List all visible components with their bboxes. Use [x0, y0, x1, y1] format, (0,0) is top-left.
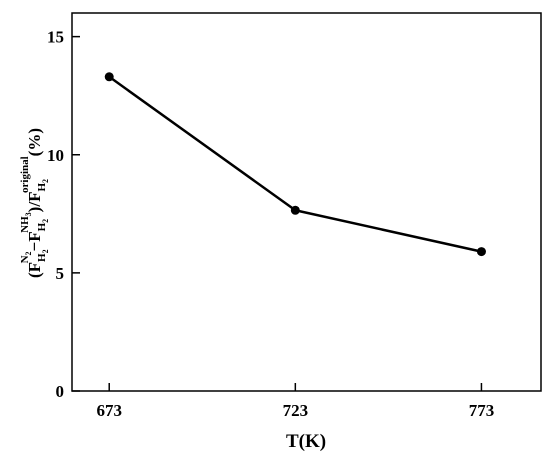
y-tick-label: 10 [47, 146, 64, 165]
y-tick-label: 15 [47, 28, 64, 47]
x-axis: 673 723 773 [96, 383, 494, 420]
data-point [290, 205, 300, 215]
svg-text:(FH2N2−FH2NH3)/FH2original(%): (FH2N2−FH2NH3)/FH2original(%) [19, 128, 50, 278]
x-tick-label: 723 [283, 401, 309, 420]
plot-area-frame [71, 12, 542, 392]
y-tick-label: 5 [56, 264, 65, 283]
data-point [476, 247, 486, 257]
x-axis-label: T(K) [286, 431, 326, 452]
series-line [108, 75, 482, 253]
series-layer [104, 72, 486, 257]
x-tick-label: 773 [469, 401, 495, 420]
y-tick-label: 0 [56, 382, 65, 401]
y-axis-label: (FH2N2−FH2NH3)/FH2original(%) [19, 128, 50, 278]
x-tick-label: 673 [96, 401, 122, 420]
data-point [104, 72, 114, 82]
y-axis: 0 5 10 15 [47, 28, 80, 401]
